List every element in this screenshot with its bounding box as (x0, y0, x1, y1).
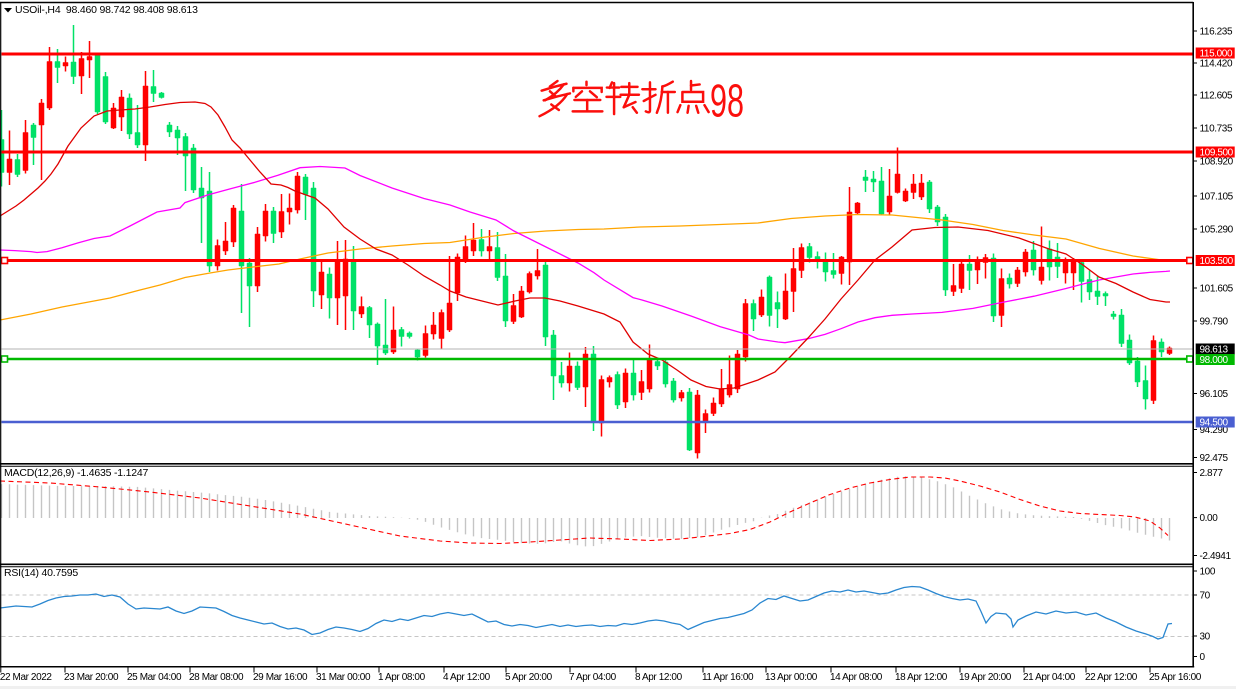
svg-text:100: 100 (1200, 567, 1216, 578)
svg-text:31 Mar 00:00: 31 Mar 00:00 (316, 672, 371, 683)
svg-text:1 Apr 08:00: 1 Apr 08:00 (378, 672, 426, 683)
svg-text:107.105: 107.105 (1200, 192, 1234, 203)
svg-text:RSI(14) 40.7595: RSI(14) 40.7595 (4, 567, 78, 579)
svg-text:25 Mar 04:00: 25 Mar 04:00 (127, 672, 182, 683)
svg-text:94.500: 94.500 (1200, 418, 1229, 429)
svg-text:22 Mar 2022: 22 Mar 2022 (0, 672, 52, 683)
svg-text:114.420: 114.420 (1200, 59, 1233, 70)
svg-text:4 Apr 12:00: 4 Apr 12:00 (443, 672, 491, 683)
svg-text:MACD(12,26,9) -1.4635 -1.1247: MACD(12,26,9) -1.4635 -1.1247 (4, 467, 149, 479)
svg-text:94.290: 94.290 (1200, 425, 1229, 436)
svg-text:109.500: 109.500 (1200, 148, 1234, 159)
svg-text:19 Apr 20:00: 19 Apr 20:00 (959, 672, 1012, 683)
svg-text:13 Apr 00:00: 13 Apr 00:00 (765, 672, 818, 683)
svg-text:108.920: 108.920 (1200, 157, 1234, 168)
svg-text:99.790: 99.790 (1200, 317, 1229, 328)
svg-text:18 Apr 12:00: 18 Apr 12:00 (895, 672, 948, 683)
svg-text:101.605: 101.605 (1200, 284, 1234, 295)
svg-text:112.605: 112.605 (1200, 91, 1233, 102)
svg-text:115.000: 115.000 (1200, 49, 1233, 60)
svg-text:23 Mar 20:00: 23 Mar 20:00 (64, 672, 119, 683)
svg-text:5 Apr 20:00: 5 Apr 20:00 (505, 672, 553, 683)
svg-text:70: 70 (1200, 591, 1211, 602)
svg-text:22 Apr 12:00: 22 Apr 12:00 (1085, 672, 1138, 683)
svg-text:0: 0 (1200, 652, 1206, 663)
svg-text:105.290: 105.290 (1200, 225, 1234, 236)
svg-text:11 Apr 16:00: 11 Apr 16:00 (702, 672, 754, 683)
svg-text:92.475: 92.475 (1200, 453, 1229, 464)
svg-text:28 Mar 08:00: 28 Mar 08:00 (189, 672, 244, 683)
svg-text:103.500: 103.500 (1200, 256, 1234, 267)
svg-text:14 Apr 08:00: 14 Apr 08:00 (830, 672, 883, 683)
svg-text:98.613: 98.613 (1200, 345, 1229, 356)
svg-text:116.235: 116.235 (1200, 27, 1233, 38)
svg-text:29 Mar 16:00: 29 Mar 16:00 (253, 672, 308, 683)
svg-text:0.00: 0.00 (1200, 513, 1219, 524)
svg-text:30: 30 (1200, 632, 1211, 643)
svg-text:96.105: 96.105 (1200, 389, 1229, 400)
svg-text:98: 98 (710, 75, 744, 127)
svg-text:2.877: 2.877 (1200, 468, 1224, 479)
svg-text:110.735: 110.735 (1200, 124, 1233, 135)
svg-text:-2.4941: -2.4941 (1200, 551, 1232, 562)
svg-text:7 Apr 04:00: 7 Apr 04:00 (569, 672, 617, 683)
svg-text:USOil-,H4 98.460 98.742 98.40: USOil-,H4 98.460 98.742 98.408 98.613 (15, 4, 198, 16)
svg-text:21 Apr 04:00: 21 Apr 04:00 (1023, 672, 1076, 683)
svg-text:8 Apr 12:00: 8 Apr 12:00 (635, 672, 683, 683)
svg-text:98.000: 98.000 (1200, 355, 1229, 366)
svg-text:25 Apr 16:00: 25 Apr 16:00 (1149, 672, 1202, 683)
